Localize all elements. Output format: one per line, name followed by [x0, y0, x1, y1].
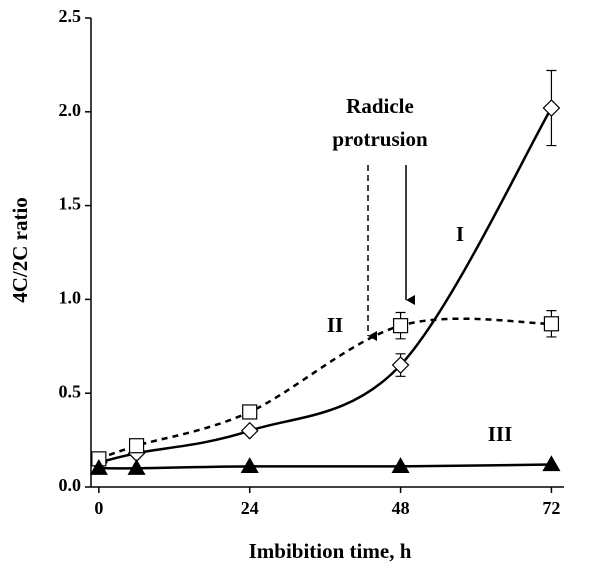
x-tick-label: 0 [94, 498, 103, 518]
marker [240, 421, 259, 440]
marker [543, 316, 560, 332]
marker [89, 459, 108, 475]
marker [128, 438, 145, 454]
marker [392, 318, 409, 334]
marker [542, 455, 561, 472]
x-axis-title: Imbibition time, h [249, 539, 412, 563]
annotation: protrusion [332, 127, 428, 151]
x-tick-label: 24 [241, 498, 259, 518]
y-tick-label: 1.5 [59, 194, 82, 214]
y-tick-label: 1.0 [59, 288, 82, 308]
marker [240, 457, 259, 473]
marker [391, 457, 410, 473]
x-tick-label: 72 [542, 498, 560, 518]
series-line [98, 107, 553, 464]
series-line [98, 317, 552, 461]
y-tick-label: 0.0 [59, 475, 82, 495]
marker [242, 404, 258, 420]
y-tick-label: 2.0 [59, 100, 82, 120]
marker [542, 99, 561, 117]
annotation: Radicle [346, 94, 414, 118]
x-tick-label: 48 [392, 498, 410, 518]
marker [391, 356, 410, 374]
series-label: II [327, 313, 343, 337]
y-tick-label: 2.5 [59, 6, 82, 26]
series-label: III [488, 422, 513, 446]
series-line [98, 463, 552, 470]
marker [127, 459, 146, 475]
y-axis-title: 4C/2C ratio [8, 197, 32, 303]
y-tick-label: 0.5 [59, 381, 82, 401]
series-label: I [456, 222, 464, 246]
